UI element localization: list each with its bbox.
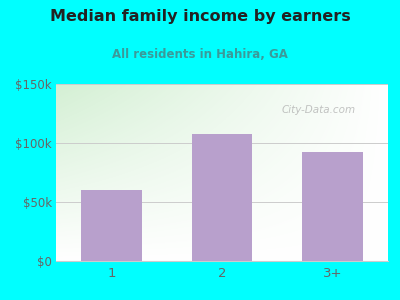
Text: Median family income by earners: Median family income by earners [50, 9, 350, 24]
Bar [302, 152, 363, 261]
Bar [192, 134, 252, 261]
Text: All residents in Hahira, GA: All residents in Hahira, GA [112, 48, 288, 61]
Text: City-Data.com: City-Data.com [282, 105, 356, 115]
Bar [81, 190, 142, 261]
